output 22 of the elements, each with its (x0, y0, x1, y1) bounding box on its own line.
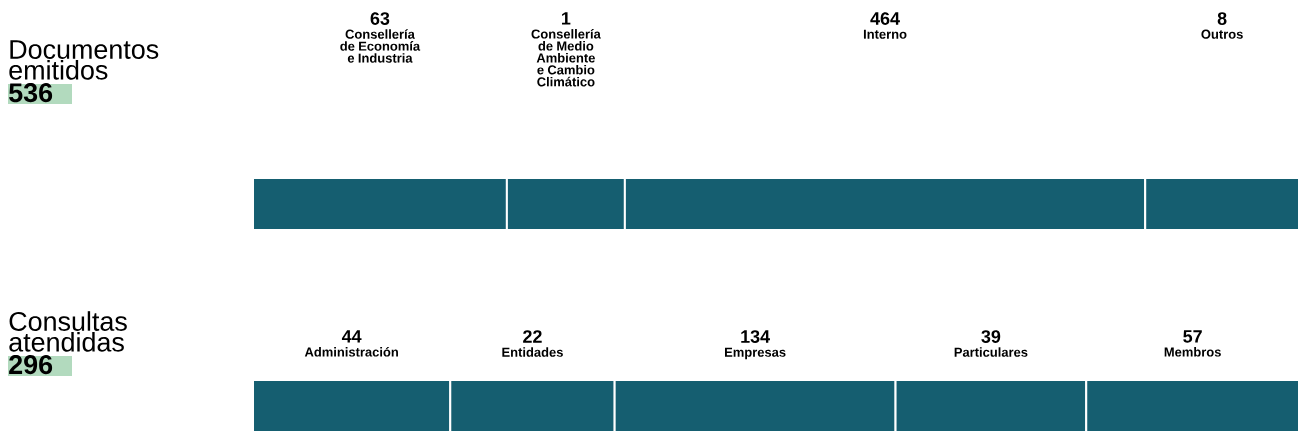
data-label: 8 (1217, 12, 1227, 25)
category-label: Interno (863, 29, 907, 39)
category-label: Entidades (502, 347, 563, 357)
data-label: 63 (370, 12, 390, 25)
category-label: Administración (304, 346, 398, 357)
text: 536 (9, 83, 53, 103)
category-label: Outros (1201, 29, 1243, 39)
data-label: 134 (741, 330, 770, 343)
text: Documentos emitidos (9, 40, 159, 80)
data-label: 464 (870, 12, 900, 25)
data-label: 22 (523, 330, 542, 343)
category-label: Particulares (954, 347, 1028, 357)
category-label: Membros (1164, 347, 1221, 357)
data-label: 39 (981, 330, 1001, 343)
data-label: 44 (341, 330, 362, 343)
category-label: Empresas (725, 347, 786, 360)
data-label: 57 (1183, 330, 1202, 343)
text: Consultas atendidas (9, 311, 127, 352)
text: 296 (9, 355, 53, 375)
data-label: 1 (562, 12, 571, 25)
category-label: Consellería de Economía e Industria (340, 29, 421, 63)
category-label: Consellería de Medio Ambiente e Cambio Climático (531, 28, 601, 87)
